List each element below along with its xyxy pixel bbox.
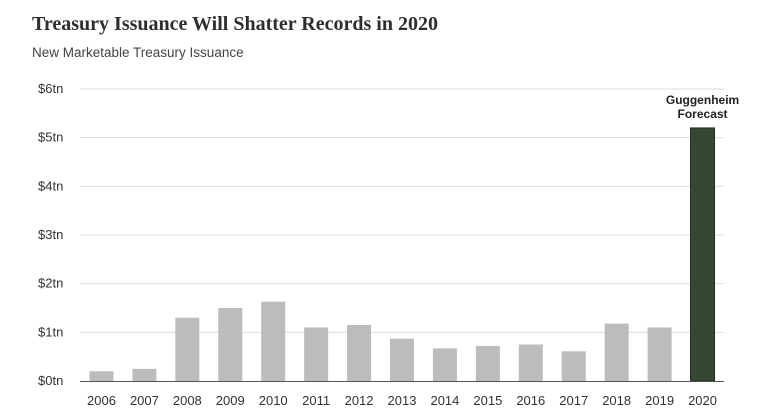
y-axis-tick-labels: $0tn $1tn $2tn $3tn $4tn $5tn $6tn [38,81,63,388]
x-tick-label-2006: 2006 [87,393,116,408]
bar-2017 [561,351,586,381]
bar-2018 [604,323,629,381]
annotation-line: Guggenheim [666,93,739,107]
x-tick-label-2011: 2011 [302,393,330,408]
x-tick-label-2015: 2015 [473,393,502,408]
x-tick-label-2014: 2014 [430,393,459,408]
bar-2020 [690,127,716,382]
x-tick-label-2009: 2009 [216,393,245,408]
bar-2007 [132,368,157,381]
x-tick-label-2008: 2008 [173,393,202,408]
x-tick-label-2012: 2012 [345,393,374,408]
bar-2015 [475,345,500,381]
grid-lines [80,88,724,333]
y-tick-label: $2tn [38,276,63,291]
chart-subtitle: New Marketable Treasury Issuance [32,45,244,60]
chart-title: Treasury Issuance Will Shatter Records i… [32,13,438,35]
bar-2008 [175,317,200,381]
x-tick-label-2018: 2018 [602,393,631,408]
y-tick-label: $6tn [38,81,63,96]
annotation-line: Forecast [678,107,728,121]
y-tick-label: $0tn [38,373,63,388]
bar-2013 [390,338,414,381]
bar-2006 [89,371,114,381]
x-tick-label-2016: 2016 [516,393,545,408]
bar-2009 [218,308,243,381]
bar-2014 [432,348,457,381]
x-tick-label-2013: 2013 [388,393,417,408]
bar-2016 [518,344,543,381]
bar-2012 [347,325,372,381]
bar-2010 [261,301,286,381]
x-axis-tick-labels: 2006 2007 2008 2009 2010 2011 2012 2013 2014 2015… [87,393,717,408]
bars [89,127,716,382]
bar-2011 [304,327,329,381]
y-tick-label: $5tn [38,130,63,145]
x-tick-label-2010: 2010 [259,393,288,408]
bar-2019 [647,327,672,381]
x-tick-label-2007: 2007 [130,393,159,408]
x-tick-label-2017: 2017 [559,393,588,408]
y-tick-label: $4tn [38,178,63,193]
x-tick-label-2020: 2020 [688,393,717,408]
y-tick-label: $1tn [38,324,63,339]
x-tick-label-2019: 2019 [645,393,674,408]
y-tick-label: $3tn [38,227,63,242]
